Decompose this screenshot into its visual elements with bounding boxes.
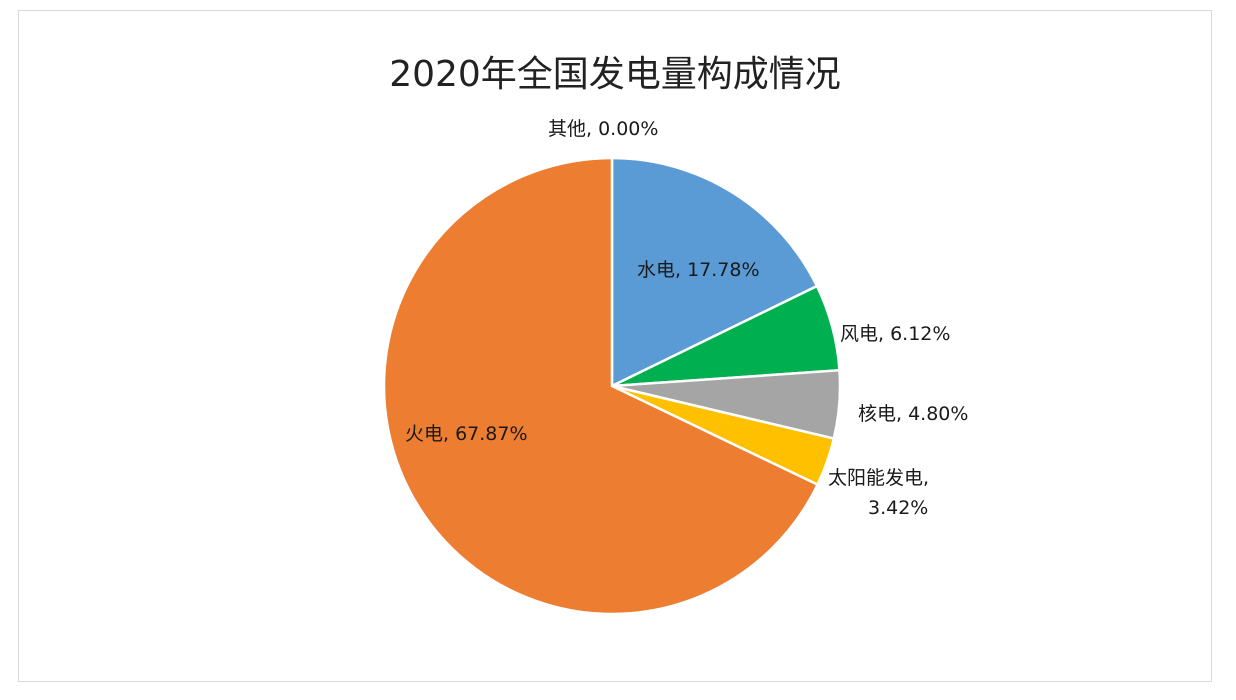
label-nuclear: 核电, 4.80% (858, 403, 968, 425)
label-solar-line2: 3.42% (868, 497, 928, 519)
label-solar-line1: 太阳能发电, (828, 467, 929, 489)
label-wind: 风电, 6.12% (840, 323, 950, 345)
pie-slice-thermal (382, 156, 820, 616)
label-thermal: 火电, 67.87% (405, 423, 528, 445)
label-hydro: 水电, 17.78% (637, 259, 760, 281)
pie-slices (382, 156, 842, 616)
label-other: 其他, 0.00% (548, 118, 658, 140)
slice-labels: 水电, 17.78% 风电, 6.12% 核电, 4.80% 太阳能发电, 3.… (405, 118, 968, 519)
pie-slice-hydro (610, 156, 819, 388)
chart-title: 2020年全国发电量构成情况 (389, 54, 841, 95)
